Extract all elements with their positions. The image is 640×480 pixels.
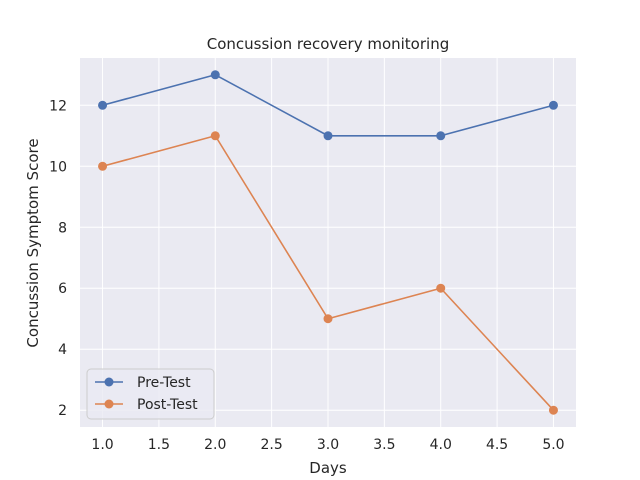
data-point-pre-test bbox=[323, 131, 333, 141]
legend: Pre-Test Post-Test bbox=[86, 368, 215, 420]
grid bbox=[80, 58, 576, 427]
x-tick-label: 3.5 bbox=[373, 437, 395, 453]
legend-marker-pre-test bbox=[104, 377, 114, 387]
x-axis-ticks: 1.0 1.5 2.0 2.5 3.0 3.5 4.0 4.5 5.0 bbox=[91, 437, 564, 453]
x-tick-label: 1.5 bbox=[148, 437, 170, 453]
data-point-post-test bbox=[98, 161, 108, 171]
y-axis-label: Concussion Symptom Score bbox=[24, 138, 42, 347]
data-point-pre-test bbox=[210, 70, 220, 80]
x-tick-label: 5.0 bbox=[542, 437, 564, 453]
series-post-test bbox=[98, 131, 558, 415]
y-tick-label: 6 bbox=[58, 281, 67, 297]
data-point-pre-test bbox=[436, 131, 446, 141]
x-tick-label: 4.0 bbox=[430, 437, 452, 453]
x-tick-label: 2.0 bbox=[204, 437, 226, 453]
y-tick-label: 10 bbox=[49, 159, 67, 175]
chart-title: Concussion recovery monitoring bbox=[207, 35, 449, 53]
y-tick-label: 2 bbox=[58, 403, 67, 419]
data-point-pre-test bbox=[98, 100, 108, 110]
legend-label-post-test: Post-Test bbox=[137, 397, 198, 413]
data-point-post-test bbox=[548, 405, 558, 415]
y-axis-ticks: 2 4 6 8 10 12 bbox=[49, 98, 67, 419]
legend-marker-post-test bbox=[104, 399, 114, 409]
x-tick-label: 3.0 bbox=[317, 437, 339, 453]
data-point-post-test bbox=[210, 131, 220, 141]
data-point-post-test bbox=[436, 283, 446, 293]
x-axis-label: Days bbox=[309, 459, 347, 477]
x-tick-label: 1.0 bbox=[91, 437, 113, 453]
y-tick-label: 4 bbox=[58, 342, 67, 358]
legend-label-pre-test: Pre-Test bbox=[137, 375, 191, 391]
y-tick-label: 12 bbox=[49, 98, 67, 114]
x-tick-label: 2.5 bbox=[261, 437, 283, 453]
series-pre-test bbox=[98, 70, 558, 141]
series-layer bbox=[98, 70, 558, 415]
data-point-post-test bbox=[323, 314, 333, 324]
y-tick-label: 8 bbox=[58, 220, 67, 236]
data-point-pre-test bbox=[548, 100, 558, 110]
x-tick-label: 4.5 bbox=[486, 437, 508, 453]
